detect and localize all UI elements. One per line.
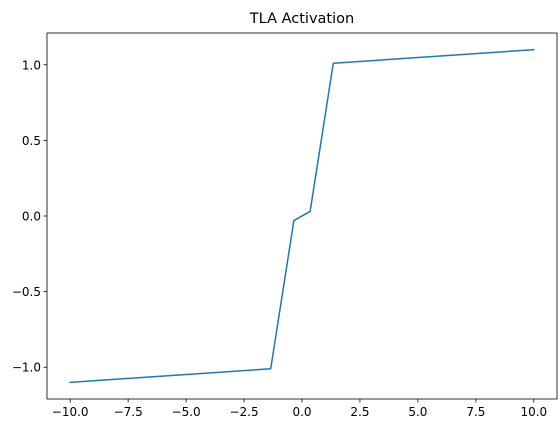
ticks-layer: −10.0 −7.5 −5.0 −2.5 0.0 2.5 5.0 7.5 10.0 −1.0 −0.… (12, 58, 547, 419)
plot-frame (46, 32, 558, 400)
x-tick-label: 2.5 (350, 405, 369, 419)
y-tick-label: 1.0 (22, 58, 41, 72)
x-tick-label: 5.0 (408, 405, 427, 419)
x-tick-label: 7.5 (466, 405, 485, 419)
plot-layer (69, 48, 535, 384)
y-tick-label: −0.5 (12, 285, 41, 299)
x-tick-label: −2.5 (229, 405, 258, 419)
x-tick-label: −7.5 (114, 405, 143, 419)
chart-title: TLA Activation (249, 11, 354, 27)
x-tick-label: 10.0 (520, 405, 547, 419)
y-tick-label: 0.0 (22, 210, 41, 224)
series-line (69, 48, 535, 384)
y-tick-label: 0.5 (22, 134, 41, 148)
x-tick-label: 0.0 (292, 405, 311, 419)
x-tick-label: −5.0 (172, 405, 201, 419)
y-tick-label: −1.0 (12, 361, 41, 375)
x-tick-label: −10.0 (52, 405, 89, 419)
